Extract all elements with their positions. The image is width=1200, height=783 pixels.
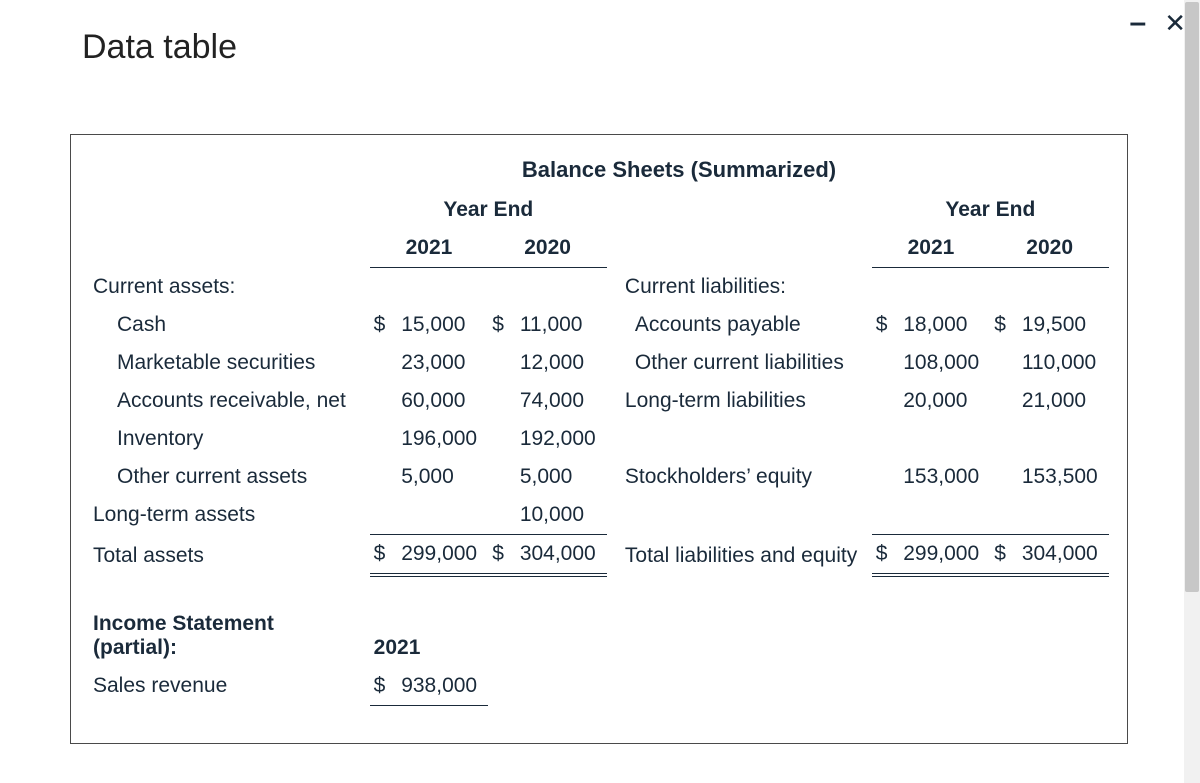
balance-sheet-title: Balance Sheets (Summarized) [89,157,1109,183]
table-row: Marketable securities 23,000 12,000 Othe… [89,344,1109,382]
se-2021: 153,000 [899,458,990,496]
oca-2020: 5,000 [516,458,607,496]
window-controls: – ✕ [1130,8,1186,38]
scrollbar-track[interactable] [1184,0,1200,783]
income-heading-row: Income Statement (partial): 2021 [89,605,1109,667]
close-icon[interactable]: ✕ [1164,10,1186,36]
cash-2020: 11,000 [516,306,607,344]
ocl-label: Other current liabilities [607,344,872,382]
cash-2021: 15,000 [397,306,488,344]
tle-2020: 304,000 [1018,534,1109,575]
table-row: Other current assets 5,000 5,000 Stockho… [89,458,1109,496]
income-year: 2021 [370,605,489,667]
se-2020: 153,500 [1018,458,1109,496]
year-end-right: Year End [872,191,1109,229]
table-row: Long-term assets 10,000 [89,496,1109,535]
modal-window: – ✕ Data table Balance Sheets (Summarize… [0,0,1200,783]
income-heading-line1: Income Statement [93,612,274,635]
mktsec-label: Marketable securities [89,344,370,382]
ap-2020: 19,500 [1018,306,1109,344]
currency-symbol: $ [370,534,398,575]
ltl-label: Long-term liabilities [607,382,872,420]
ar-label: Accounts receivable, net [89,382,370,420]
table-row: Inventory 196,000 192,000 [89,420,1109,458]
year-2020-l: 2020 [488,229,607,268]
se-label: Stockholders’ equity [607,458,872,496]
tle-2021: 299,000 [899,534,990,575]
year-2021-l: 2021 [370,229,489,268]
currency-symbol: $ [370,306,398,344]
sales-row: Sales revenue $ 938,000 [89,667,1109,706]
inv-label: Inventory [89,420,370,458]
ta-2021: 299,000 [397,534,488,575]
mktsec-2021: 23,000 [397,344,488,382]
current-liabilities-label: Current liabilities: [607,268,872,306]
oca-2021: 5,000 [397,458,488,496]
tle-label: Total liabilities and equity [607,534,872,575]
balance-sheet-table: Year End Year End 2021 2020 2021 2020 Cu… [89,191,1109,706]
ar-2021: 60,000 [397,382,488,420]
ltl-2020: 21,000 [1018,382,1109,420]
scrollbar-thumb[interactable] [1185,2,1199,592]
currency-symbol: $ [488,306,516,344]
currency-symbol: $ [872,534,900,575]
cash-label: Cash [89,306,370,344]
ta-2020: 304,000 [516,534,607,575]
years-row: 2021 2020 2021 2020 [89,229,1109,268]
ap-2021: 18,000 [899,306,990,344]
year-end-row: Year End Year End [89,191,1109,229]
inv-2020: 192,000 [516,420,607,458]
section-row: Current assets: Current liabilities: [89,268,1109,306]
oca-label: Other current assets [89,458,370,496]
sales-value: 938,000 [397,667,488,706]
ltl-2021: 20,000 [899,382,990,420]
ap-label: Accounts payable [607,306,872,344]
income-statement-heading: Income Statement (partial): [89,605,370,667]
currency-symbol: $ [488,534,516,575]
data-panel: Balance Sheets (Summarized) Year End Yea… [70,134,1128,744]
minimize-icon[interactable]: – [1130,8,1147,38]
sales-label: Sales revenue [89,667,370,706]
inv-2021: 196,000 [397,420,488,458]
ocl-2020: 110,000 [1018,344,1109,382]
ocl-2021: 108,000 [899,344,990,382]
currency-symbol: $ [990,534,1018,575]
income-heading-line2: (partial): [93,636,177,659]
ar-2020: 74,000 [516,382,607,420]
mktsec-2020: 12,000 [516,344,607,382]
page-title: Data table [82,28,237,67]
lta-2020: 10,000 [516,496,607,535]
table-row: Cash $ 15,000 $ 11,000 Accounts payable … [89,306,1109,344]
table-row: Accounts receivable, net 60,000 74,000 L… [89,382,1109,420]
totals-row: Total assets $ 299,000 $ 304,000 Total l… [89,534,1109,575]
currency-symbol: $ [872,306,900,344]
year-end-left: Year End [370,191,607,229]
currency-symbol: $ [370,667,398,706]
lta-label: Long-term assets [89,496,370,535]
current-assets-label: Current assets: [89,268,370,306]
year-2021-r: 2021 [872,229,991,268]
year-2020-r: 2020 [990,229,1109,268]
total-assets-label: Total assets [89,534,370,575]
currency-symbol: $ [990,306,1018,344]
